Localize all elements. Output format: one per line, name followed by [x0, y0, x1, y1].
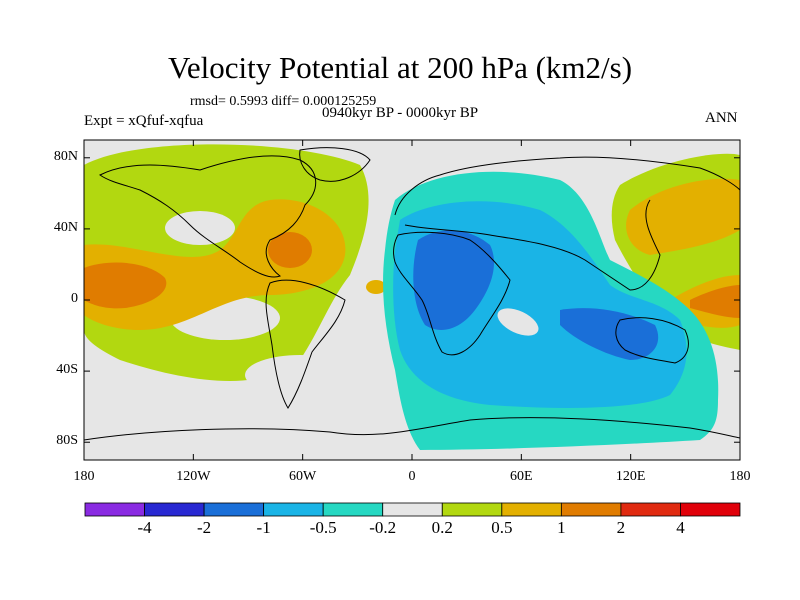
coast-africa [393, 231, 511, 356]
colorbar-label: -0.5 [309, 518, 337, 537]
colorbar-swatch [203, 502, 265, 517]
colorbar-swatch [560, 502, 622, 517]
colorbar-label: -4 [137, 518, 152, 537]
colorbar-label: -0.2 [369, 518, 397, 537]
coastlines [84, 147, 740, 441]
season-label: ANN [705, 110, 738, 126]
colorbar-label: 1 [557, 518, 566, 537]
neutral-pocket-indian-ocean [497, 308, 539, 336]
positive-strong-region [84, 232, 740, 318]
colorbar-swatch [263, 502, 324, 517]
colorbar-swatch [441, 502, 503, 517]
colorbar-label: 0.2 [431, 518, 453, 537]
map-title: Velocity Potential at 200 hPa (km2/s) [167, 50, 633, 85]
y-tick-label: 40N [53, 219, 78, 235]
coast-australia [615, 317, 689, 364]
y-tick-label: 0 [71, 291, 78, 306]
x-tick-label: 0 [408, 469, 416, 484]
rmsd-diff-stats: rmsd= 0.5993 diff= 0.000125259 [190, 94, 377, 109]
experiment-label: Expt = xQfuf-xqfua [84, 113, 204, 129]
coast-south-america [265, 279, 346, 409]
x-tick-marks [83, 140, 741, 460]
colorbar-swatch [620, 502, 681, 517]
colorbar-label: -2 [196, 518, 212, 537]
x-tick-label: 60W [289, 469, 317, 484]
colorbar-label: -1 [256, 518, 271, 537]
colorbar-swatch [144, 502, 205, 517]
x-tick-label: 60E [510, 469, 533, 484]
coast-north-america [99, 155, 317, 278]
colorbar-swatch [84, 502, 145, 517]
colorbar-label: 0.5 [491, 518, 513, 537]
colorbar-swatch [680, 502, 741, 517]
colorbar-swatch [501, 502, 562, 517]
colorbar [84, 502, 741, 517]
y-tick-marks [84, 157, 740, 443]
y-tick-label: 80N [53, 148, 78, 164]
coast-antarctica [84, 417, 740, 441]
x-tick-label: 120W [176, 469, 211, 484]
coast-greenland [299, 147, 371, 182]
time-period-label: 0940kyr BP - 0000kyr BP [322, 105, 479, 121]
colorbar-swatch [322, 502, 384, 517]
negative-strong-region [413, 230, 659, 360]
x-tick-label: 180 [73, 469, 95, 484]
colorbar-label: 2 [616, 518, 626, 537]
x-tick-label: 180 [729, 469, 751, 484]
coast-europe-asia [394, 156, 740, 291]
y-tick-label: 40S [56, 362, 78, 378]
colorbar-swatch [382, 502, 443, 517]
x-tick-label: 120E [615, 469, 646, 484]
colorbar-label: 4 [676, 518, 685, 537]
y-tick-label: 80S [56, 433, 78, 449]
